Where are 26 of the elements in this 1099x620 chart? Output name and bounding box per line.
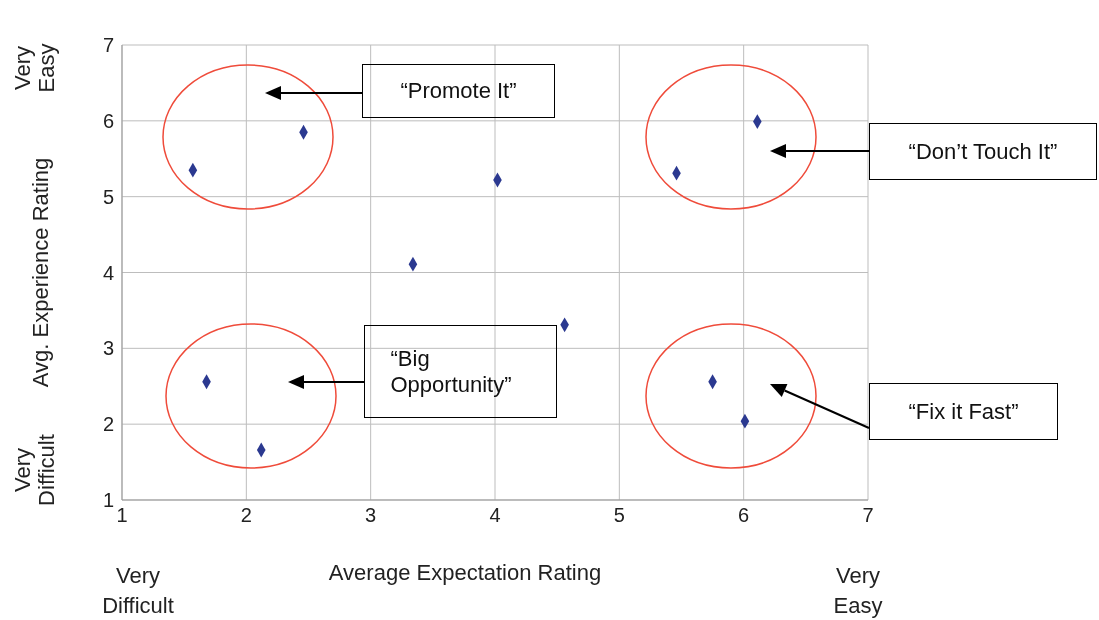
x-tick-label: 1 xyxy=(116,504,128,527)
text: Very Difficult xyxy=(101,562,175,620)
x-tick-label: 7 xyxy=(862,504,874,527)
callout-box: “Fix it Fast” xyxy=(869,383,1058,440)
x-tick-label: 2 xyxy=(240,504,252,527)
y-tick-label: 5 xyxy=(102,185,114,208)
x-tick-label: 6 xyxy=(738,504,750,527)
callout-box: “Promote It” xyxy=(362,64,555,118)
x-tick-label: 5 xyxy=(613,504,625,527)
y-tick-label: 7 xyxy=(102,34,114,57)
x-axis-title: Average Expectation Rating xyxy=(328,560,602,585)
text: Very Easy xyxy=(832,562,884,620)
y-tick-label: 1 xyxy=(102,489,114,512)
annotation: “Big Opportunity” xyxy=(390,345,513,398)
text: Very Easy xyxy=(10,42,59,95)
y-tick-label: 6 xyxy=(102,109,114,132)
x-tick-label: 3 xyxy=(365,504,377,527)
y-tick-label: 3 xyxy=(102,337,114,360)
annotation: “Promote It” xyxy=(400,78,517,104)
callout-box: “Big Opportunity” xyxy=(364,325,557,418)
y-tick-label: 2 xyxy=(102,413,114,436)
x-tick-label: 4 xyxy=(489,504,501,527)
text: Very Difficult xyxy=(10,433,59,508)
callout-box: “Don’t Touch It” xyxy=(869,123,1097,180)
y-axis-title: Avg. Experience Rating xyxy=(28,157,53,388)
y-tick-label: 4 xyxy=(102,261,114,284)
